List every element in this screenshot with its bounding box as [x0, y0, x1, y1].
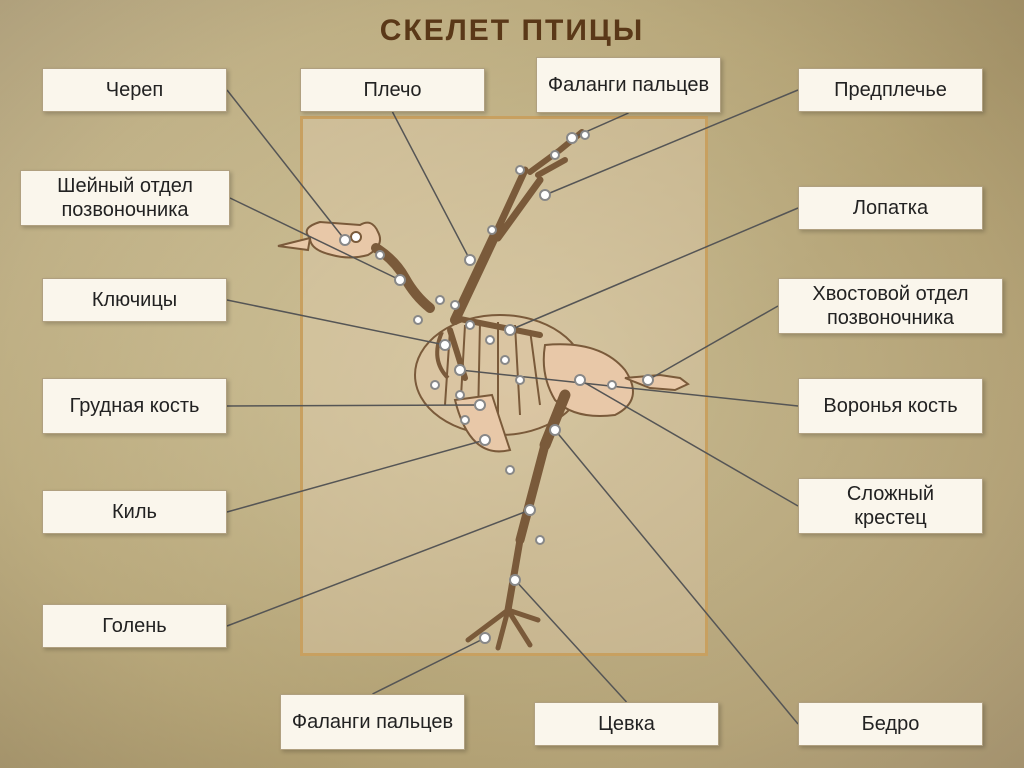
- label-phalanges1: Фаланги пальцев: [536, 57, 721, 113]
- label-cervical: Шейный отдел позвоночника: [20, 170, 230, 226]
- label-phalanges2: Фаланги пальцев: [280, 694, 465, 750]
- label-sacrum: Сложный крестец: [798, 478, 983, 534]
- label-scapula: Лопатка: [798, 186, 983, 230]
- label-skull: Череп: [42, 68, 227, 112]
- diagram-frame: [300, 116, 708, 656]
- diagram-title: СКЕЛЕТ ПТИЦЫ: [0, 14, 1024, 48]
- label-clavicles: Ключицы: [42, 278, 227, 322]
- label-keel: Киль: [42, 490, 227, 534]
- label-shin: Голень: [42, 604, 227, 648]
- label-tarsus: Цевка: [534, 702, 719, 746]
- label-forearm: Предплечье: [798, 68, 983, 112]
- label-coracoid: Воронья кость: [798, 378, 983, 434]
- label-shoulder: Плечо: [300, 68, 485, 112]
- label-caudal: Хвостовой отдел позвоночника: [778, 278, 1003, 334]
- label-sternum: Грудная кость: [42, 378, 227, 434]
- label-femur: Бедро: [798, 702, 983, 746]
